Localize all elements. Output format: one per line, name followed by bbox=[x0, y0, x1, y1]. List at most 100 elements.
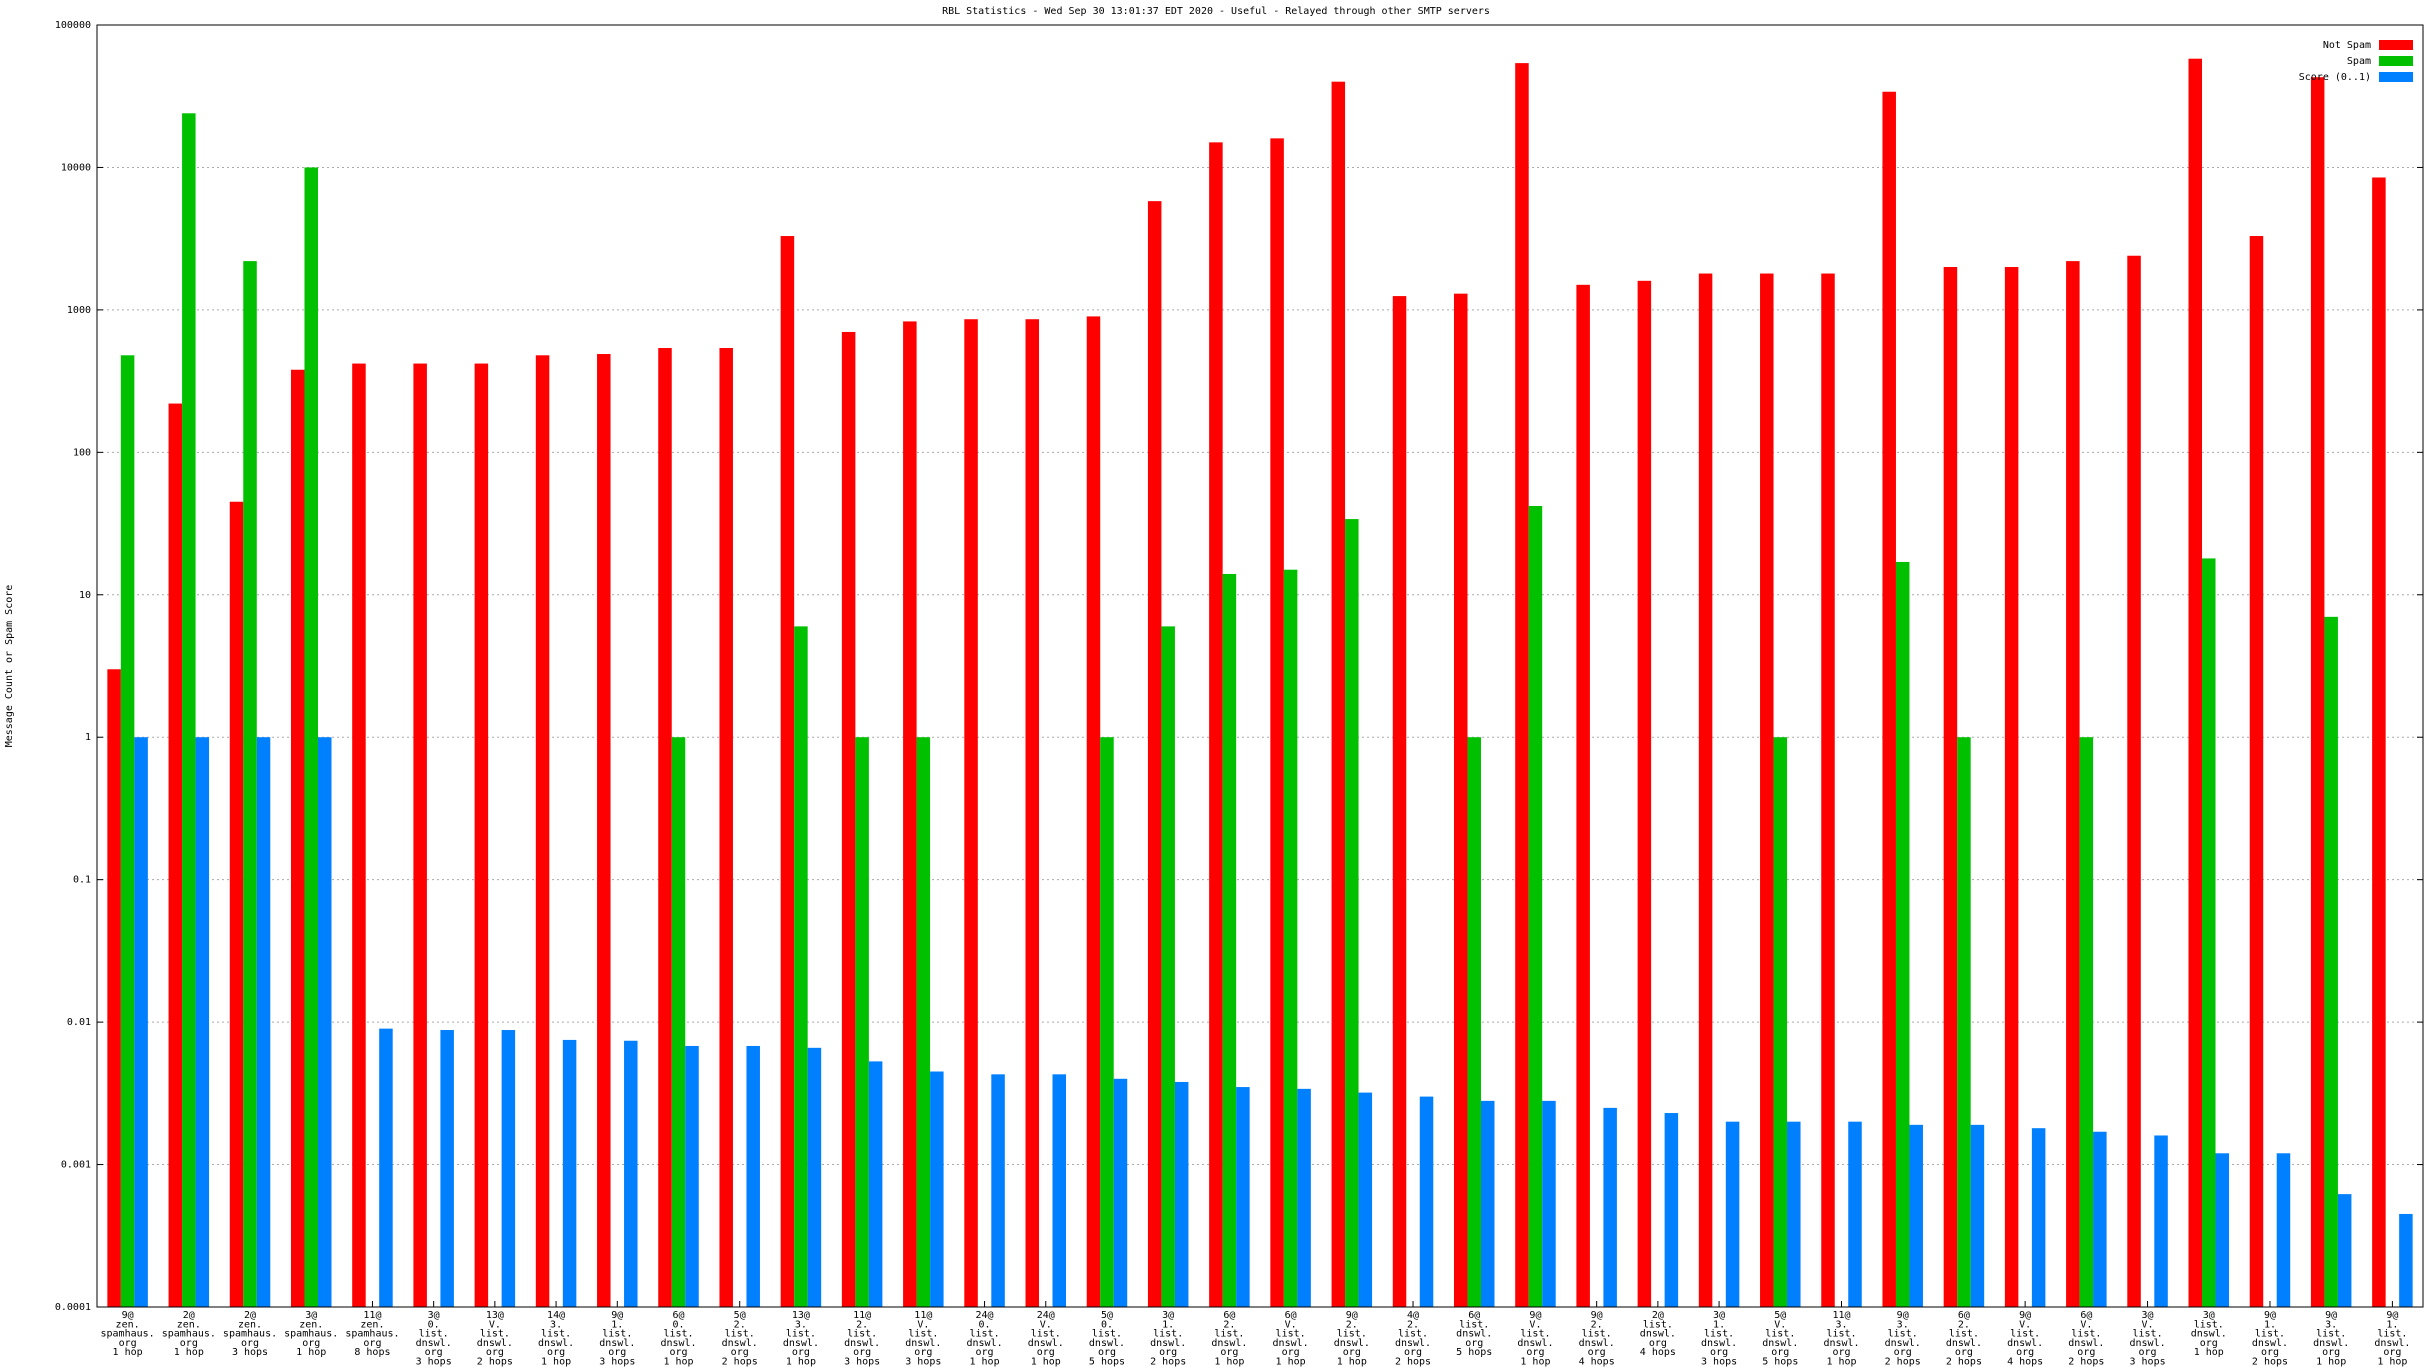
x-tick-label-line: 13@ bbox=[486, 1310, 504, 1321]
x-tick-label-line: dnswl. bbox=[1089, 1338, 1125, 1349]
x-tick-label-line: dnswl. bbox=[2252, 1338, 2288, 1349]
x-tick-label-line: org bbox=[2322, 1347, 2340, 1358]
x-tick-label-line: org bbox=[1098, 1347, 1116, 1358]
bar bbox=[168, 403, 183, 1307]
x-tick-label-line: 0. bbox=[979, 1319, 991, 1330]
bar bbox=[903, 321, 917, 1307]
x-tick-label-line: 3 hops bbox=[232, 1347, 268, 1358]
x-tick-label-line: org bbox=[2383, 1347, 2401, 1358]
bar bbox=[868, 1061, 883, 1307]
legend-label: Not Spam bbox=[2323, 40, 2371, 51]
x-tick-label-line: 1 hop bbox=[1031, 1357, 1061, 1368]
bar bbox=[719, 348, 733, 1307]
x-tick-label-line: 11@ bbox=[363, 1310, 381, 1321]
x-tick-label-line: 4 hops bbox=[1640, 1347, 1676, 1358]
x-tick-label: 11@ V. list. dnswl. org 3 hops bbox=[905, 1310, 941, 1368]
x-tick-label-line: 13@ bbox=[792, 1310, 810, 1321]
x-tick-label-line: 3@ bbox=[2203, 1310, 2215, 1321]
x-tick-label-line: 24@ bbox=[1037, 1310, 1055, 1321]
bar bbox=[1283, 569, 1298, 1307]
x-tick-label-line: dnswl. bbox=[660, 1338, 696, 1349]
x-tick-label-line: dnswl. bbox=[1823, 1338, 1859, 1349]
bar bbox=[1943, 267, 1958, 1308]
x-tick-label-line: list. bbox=[1459, 1319, 1489, 1330]
x-tick-label-line: org bbox=[1526, 1347, 1544, 1358]
x-tick-label-line: list. bbox=[480, 1329, 510, 1340]
bar bbox=[2215, 1153, 2230, 1307]
x-tick-label: 9@ V. list. dnswl. org 4 hops bbox=[2007, 1310, 2043, 1368]
x-tick-label-line: dnswl. bbox=[1517, 1338, 1553, 1349]
x-tick-label-line: dnswl. bbox=[1885, 1338, 1921, 1349]
x-tick-label: 6@ 2. list. dnswl. org 1 hop bbox=[1211, 1310, 1247, 1368]
x-tick-label-line: org bbox=[2016, 1347, 2034, 1358]
bar bbox=[1821, 273, 1835, 1307]
x-tick-label: 9@ zen. spamhaus. org 1 hop bbox=[101, 1310, 155, 1358]
bar bbox=[658, 348, 672, 1307]
x-tick-label-line: V. bbox=[2080, 1319, 2092, 1330]
x-tick-label: 2@ zen. spamhaus. org 3 hops bbox=[223, 1310, 277, 1358]
y-tick-label: 10 bbox=[79, 590, 91, 601]
legend-swatch bbox=[2379, 40, 2413, 50]
x-tick-label-line: 3@ bbox=[1162, 1310, 1174, 1321]
bar bbox=[1698, 273, 1713, 1307]
x-tick-label-line: dnswl. bbox=[966, 1338, 1002, 1349]
x-tick-label-line: dnswl. bbox=[2313, 1338, 2349, 1349]
bar bbox=[1637, 280, 1652, 1308]
bar bbox=[964, 319, 978, 1307]
x-tick-label: 6@ 0. list. dnswl. org 1 hop bbox=[660, 1310, 696, 1368]
bar bbox=[1895, 561, 1910, 1307]
x-tick-label-line: 6@ bbox=[2080, 1310, 2092, 1321]
bar bbox=[807, 1047, 822, 1307]
x-tick-label-line: list. bbox=[602, 1329, 632, 1340]
x-tick-label-line: org bbox=[1282, 1347, 1300, 1358]
x-tick-label-line: dnswl. bbox=[2191, 1329, 2227, 1340]
bar bbox=[916, 737, 931, 1307]
x-tick-label-line: 3@ bbox=[305, 1310, 317, 1321]
bar bbox=[2337, 1194, 2352, 1307]
x-tick-label-line: 2. bbox=[734, 1319, 746, 1330]
x-tick-label: 14@ 3. list. dnswl. org 1 hop bbox=[538, 1310, 574, 1368]
bar bbox=[379, 1028, 393, 1307]
x-tick-label-line: dnswl. bbox=[2007, 1338, 2043, 1349]
x-tick-label-line: 2 hops bbox=[1150, 1357, 1186, 1368]
x-tick-label-line: 9@ bbox=[2325, 1310, 2337, 1321]
bar bbox=[1419, 1096, 1434, 1307]
y-tick-label: 0.1 bbox=[73, 875, 91, 886]
bar bbox=[107, 669, 121, 1307]
x-tick-label-line: org bbox=[547, 1347, 565, 1358]
x-tick-label-line: dnswl. bbox=[2129, 1338, 2165, 1349]
x-tick-label-line: dnswl. bbox=[1028, 1338, 1064, 1349]
bar bbox=[1161, 626, 1175, 1307]
x-tick-label-line: dnswl. bbox=[2374, 1338, 2410, 1349]
x-tick-label: 3@ list. dnswl. org 1 hop bbox=[2191, 1310, 2227, 1358]
bar bbox=[290, 369, 305, 1308]
x-tick-label-line: spamhaus. bbox=[101, 1329, 155, 1340]
bar bbox=[1025, 319, 1040, 1307]
x-tick-label-line: 6@ bbox=[672, 1310, 684, 1321]
x-tick-label-line: org bbox=[1894, 1347, 1912, 1358]
x-tick-label-line: 1. bbox=[2264, 1319, 2276, 1330]
bar bbox=[1236, 1087, 1250, 1307]
x-tick-label-line: 3@ bbox=[2142, 1310, 2154, 1321]
y-tick-label: 100 bbox=[73, 447, 91, 458]
y-tick-label: 10000 bbox=[61, 162, 91, 173]
legend-label: Score (0..1) bbox=[2299, 72, 2371, 83]
legend-swatch bbox=[2379, 72, 2413, 82]
x-tick-label-line: list. bbox=[1031, 1329, 1061, 1340]
x-tick-label-line: org bbox=[1220, 1347, 1238, 1358]
x-tick-label-line: 3. bbox=[1897, 1319, 1909, 1330]
x-tick-label-line: dnswl. bbox=[1701, 1338, 1737, 1349]
y-tick-label: 100000 bbox=[55, 20, 91, 31]
x-tick-label-line: V. bbox=[2142, 1319, 2154, 1330]
bar bbox=[1100, 737, 1114, 1307]
x-tick-label-line: list. bbox=[2194, 1319, 2224, 1330]
x-tick-label-line: list. bbox=[541, 1329, 571, 1340]
x-tick-label-line: org bbox=[608, 1347, 626, 1358]
x-tick-label-line: dnswl. bbox=[1946, 1338, 1982, 1349]
x-tick-label-line: list. bbox=[1949, 1329, 1979, 1340]
x-tick-label-line: 9@ bbox=[1591, 1310, 1603, 1321]
x-tick-label-line: spamhaus. bbox=[223, 1329, 277, 1340]
x-tick-label-line: V. bbox=[489, 1319, 501, 1330]
x-tick-label-line: dnswl. bbox=[599, 1338, 635, 1349]
bar bbox=[1603, 1107, 1617, 1307]
